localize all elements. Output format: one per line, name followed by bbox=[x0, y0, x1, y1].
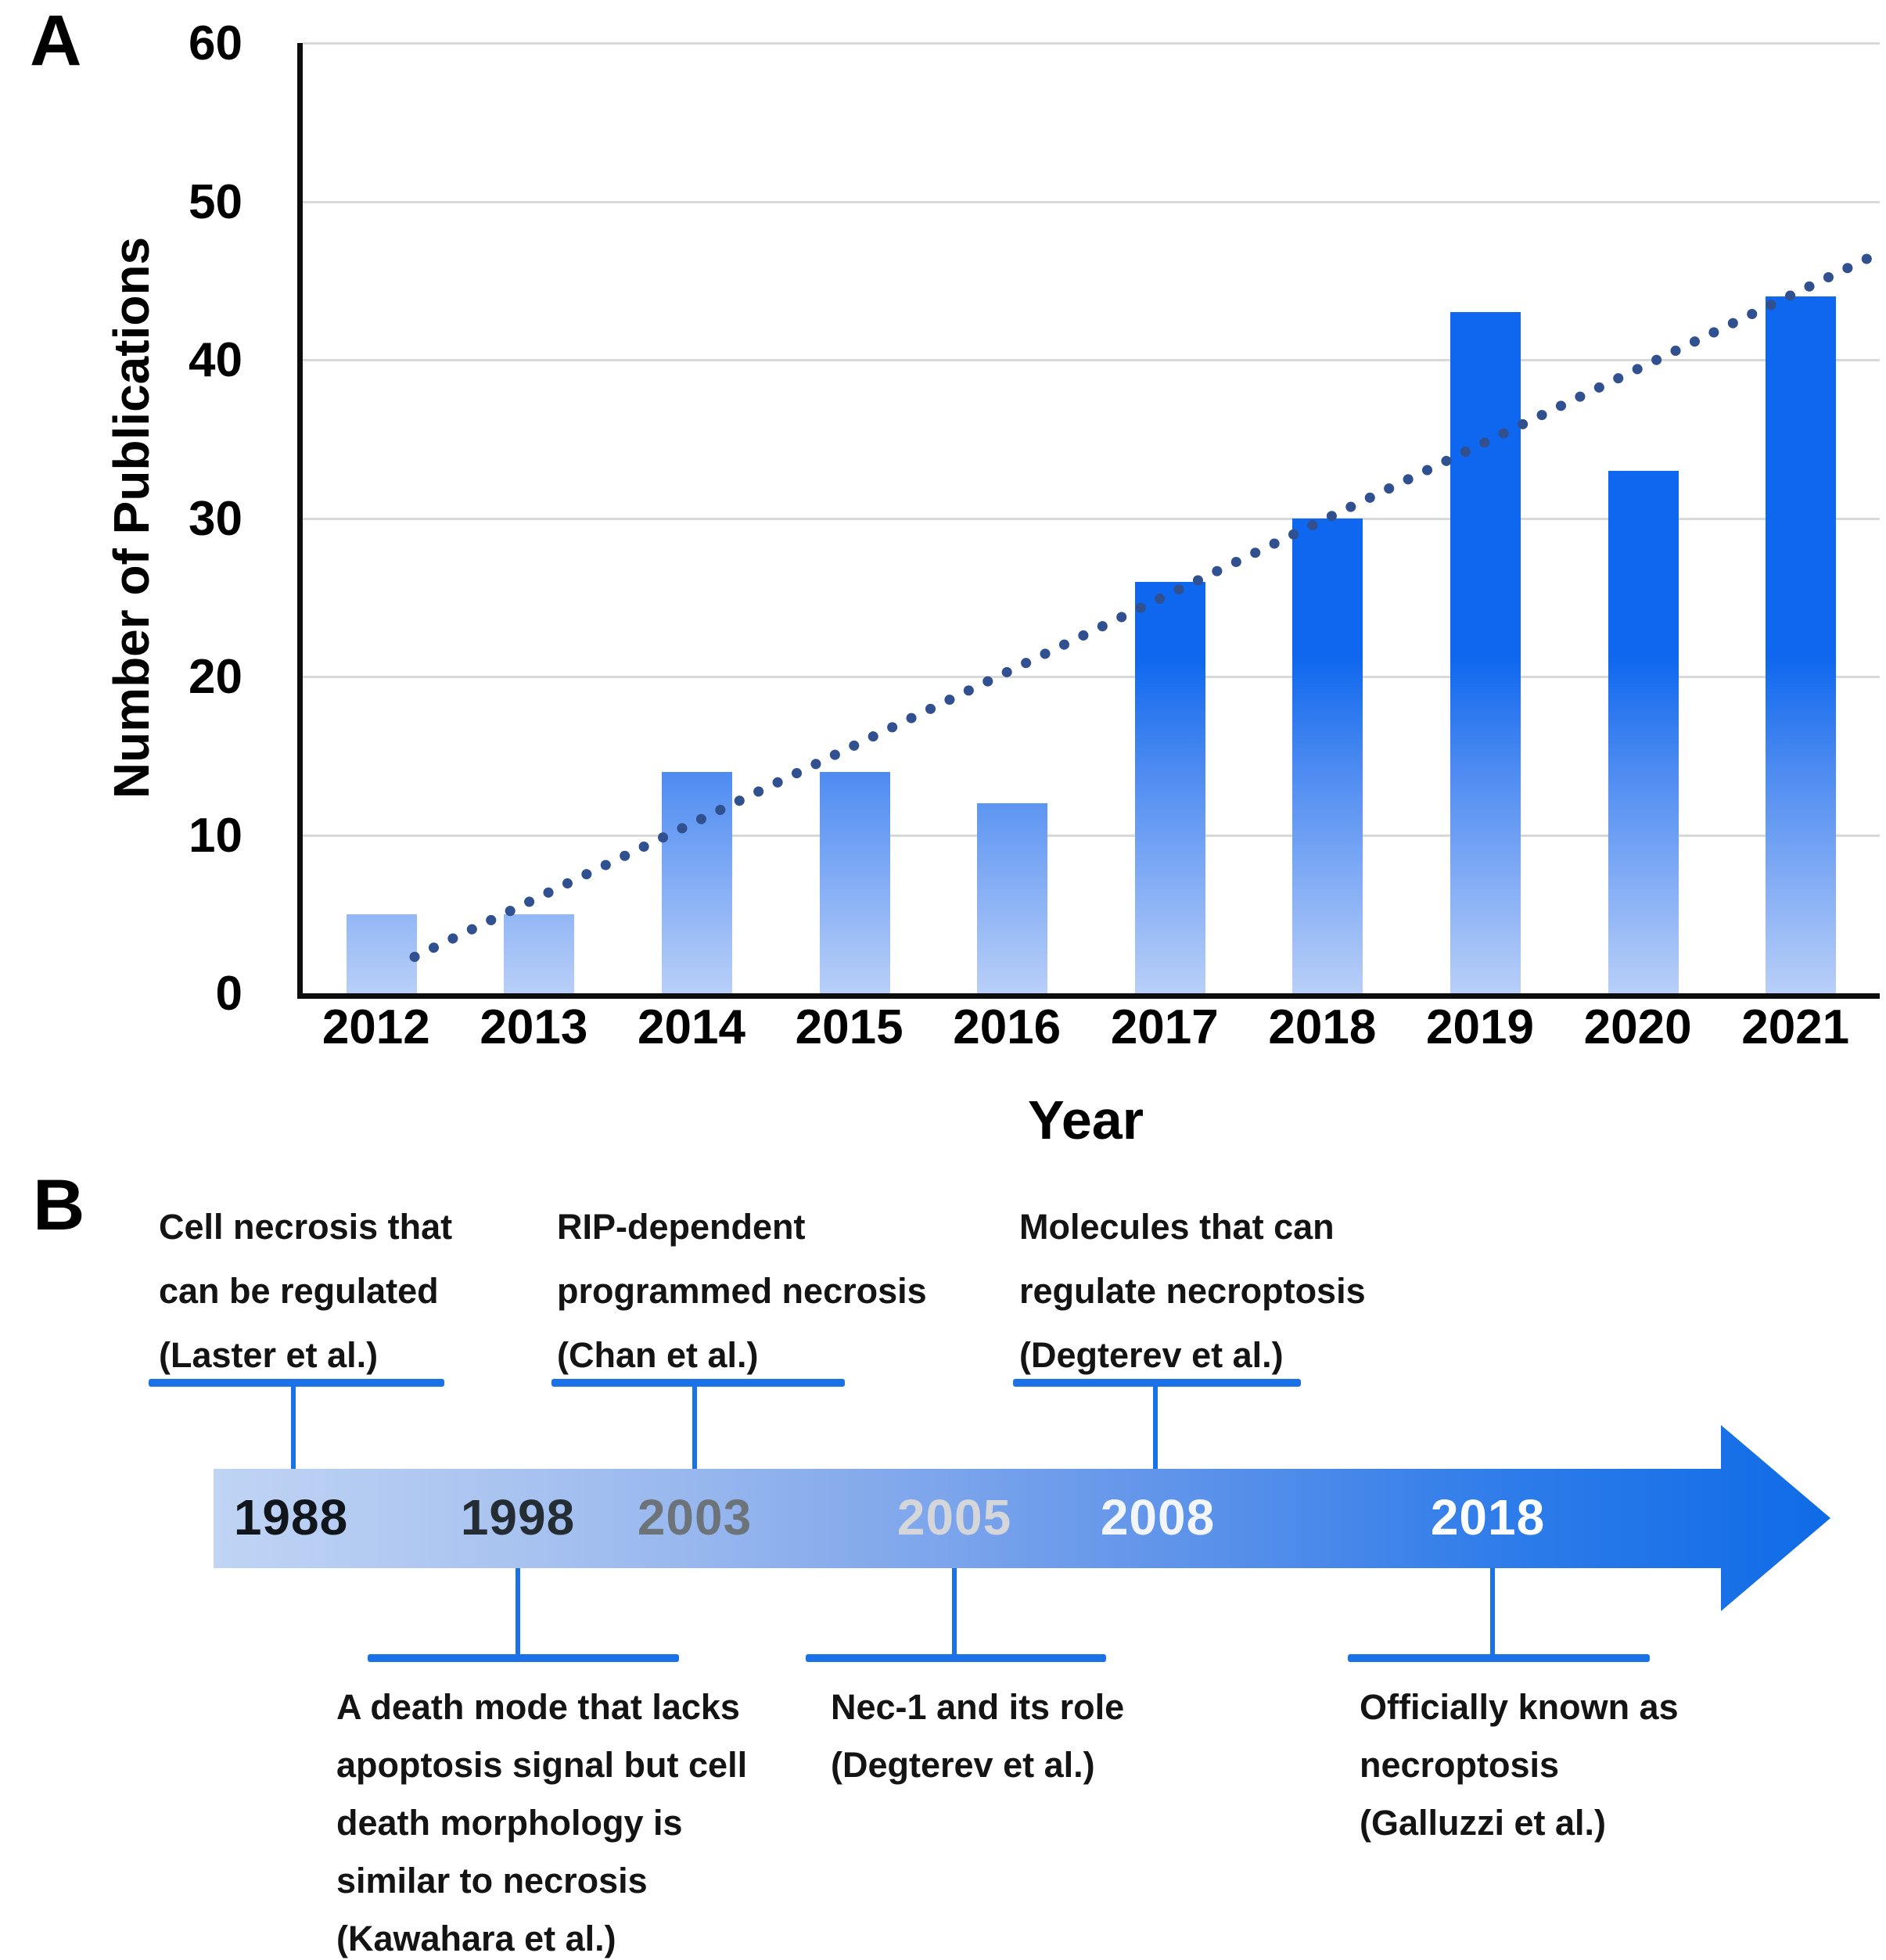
connector-bar-2018 bbox=[1348, 1654, 1650, 1662]
bar-2020 bbox=[1608, 470, 1679, 993]
x-tick-label-2017: 2017 bbox=[1110, 1000, 1219, 1054]
annotation-line: can be regulated bbox=[159, 1271, 439, 1311]
timeline-arrow bbox=[214, 1425, 1830, 1611]
annotation-line: A death mode that lacks bbox=[336, 1687, 740, 1727]
bar-2018 bbox=[1292, 518, 1363, 993]
x-tick-label-2014: 2014 bbox=[638, 1000, 745, 1054]
gridline-30 bbox=[303, 517, 1880, 520]
annotation-line: regulate necroptosis bbox=[1019, 1271, 1366, 1311]
timeline-year-2003: 2003 bbox=[637, 1489, 753, 1545]
annotation-text-2018: Officially known as necroptosis (Galluzzi … bbox=[1360, 1678, 1679, 1852]
annotation-line: (Degterev et al.) bbox=[831, 1745, 1095, 1785]
connector-bar-2005 bbox=[806, 1654, 1106, 1662]
x-tick-label-2013: 2013 bbox=[480, 1000, 588, 1054]
trend-line-layer bbox=[409, 249, 1880, 962]
gridline-50 bbox=[303, 200, 1880, 203]
bar-2021 bbox=[1766, 296, 1837, 993]
timeline-year-2018: 2018 bbox=[1430, 1489, 1546, 1545]
bar-2019 bbox=[1450, 312, 1521, 993]
x-tick-label-2015: 2015 bbox=[795, 1000, 903, 1054]
annotation-line: Molecules that can bbox=[1019, 1207, 1335, 1247]
annotation-line: programmed necrosis bbox=[557, 1271, 927, 1311]
annotation-line: apoptosis signal but cell bbox=[336, 1745, 748, 1785]
connector-stem-2003 bbox=[692, 1379, 697, 1469]
annotation-line: Officially known as bbox=[1360, 1687, 1679, 1727]
annotation-line: (Kawahara et al.) bbox=[336, 1919, 616, 1958]
timeline-year-1988: 1988 bbox=[233, 1489, 349, 1545]
dotted-trend-line bbox=[409, 249, 1880, 962]
bar-2016 bbox=[977, 803, 1048, 993]
connector-bar-2003 bbox=[551, 1379, 845, 1387]
panel-b-label: B bbox=[33, 1165, 85, 1245]
connector-bar-1988 bbox=[149, 1379, 444, 1387]
connector-stem-2008 bbox=[1153, 1379, 1158, 1469]
connector-bar-1998 bbox=[368, 1654, 679, 1662]
x-tick-label-2012: 2012 bbox=[322, 1000, 430, 1054]
timeline-year-2005: 2005 bbox=[896, 1489, 1012, 1545]
connector-stem-2018 bbox=[1490, 1568, 1495, 1654]
y-tick-label-60: 60 bbox=[189, 16, 242, 70]
annotation-text-2008: Molecules that can regulate necroptosis (D… bbox=[1019, 1195, 1366, 1387]
gridline-20 bbox=[303, 676, 1880, 678]
bar-2012 bbox=[346, 914, 417, 993]
annotation-line: (Chan et al.) bbox=[557, 1335, 759, 1375]
gridline-10 bbox=[303, 834, 1880, 837]
x-tick-label-2018: 2018 bbox=[1268, 1000, 1377, 1054]
x-tick-label-2021: 2021 bbox=[1741, 1000, 1850, 1054]
annotation-line: (Degterev et al.) bbox=[1019, 1335, 1284, 1375]
annotation-text-2005: Nec-1 and its role (Degterev et al.) bbox=[831, 1678, 1124, 1794]
x-tick-label-2020: 2020 bbox=[1583, 1000, 1692, 1054]
annotation-line: similar to necrosis bbox=[336, 1861, 648, 1901]
panel-a-label: A bbox=[30, 1, 82, 81]
annotation-text-2003: RIP-dependent programmed necrosis (Chan et… bbox=[557, 1195, 927, 1387]
x-axis-title: Year bbox=[1028, 1089, 1144, 1151]
bar-2015 bbox=[819, 771, 890, 993]
y-tick-label-10: 10 bbox=[189, 808, 242, 863]
connector-stem-1998 bbox=[516, 1568, 520, 1654]
x-tick-label-2019: 2019 bbox=[1426, 1000, 1534, 1054]
annotation-line: (Galluzzi et al.) bbox=[1360, 1803, 1607, 1843]
annotation-line: Cell necrosis that bbox=[159, 1207, 453, 1247]
bar-chart-plot-area bbox=[297, 42, 1880, 999]
timeline-arrow-shape bbox=[214, 1425, 1830, 1611]
x-tick-label-2016: 2016 bbox=[953, 1000, 1062, 1054]
gridline-40 bbox=[303, 359, 1880, 361]
annotation-line: RIP-dependent bbox=[557, 1207, 806, 1247]
timeline-year-1998: 1998 bbox=[460, 1489, 576, 1545]
annotation-line: death morphology is bbox=[336, 1803, 683, 1843]
annotation-line: necroptosis bbox=[1360, 1745, 1560, 1785]
annotation-line: Nec-1 and its role bbox=[831, 1687, 1125, 1727]
annotation-line: (Laster et al.) bbox=[159, 1335, 379, 1375]
annotation-text-1988: Cell necrosis that can be regulated (Laste… bbox=[159, 1195, 452, 1387]
y-tick-label-50: 50 bbox=[189, 174, 242, 229]
gridline-60 bbox=[303, 42, 1880, 45]
y-tick-label-0: 0 bbox=[215, 967, 242, 1021]
annotation-text-1998: A death mode that lacks apoptosis signal … bbox=[336, 1678, 747, 1960]
y-tick-label-40: 40 bbox=[189, 333, 242, 387]
bar-2017 bbox=[1134, 581, 1205, 993]
bar-2013 bbox=[504, 914, 575, 993]
y-tick-label-20: 20 bbox=[189, 650, 242, 704]
connector-stem-1988 bbox=[291, 1379, 296, 1469]
y-tick-label-30: 30 bbox=[189, 491, 242, 546]
connector-stem-2005 bbox=[952, 1568, 957, 1654]
timeline-year-2008: 2008 bbox=[1100, 1489, 1216, 1545]
